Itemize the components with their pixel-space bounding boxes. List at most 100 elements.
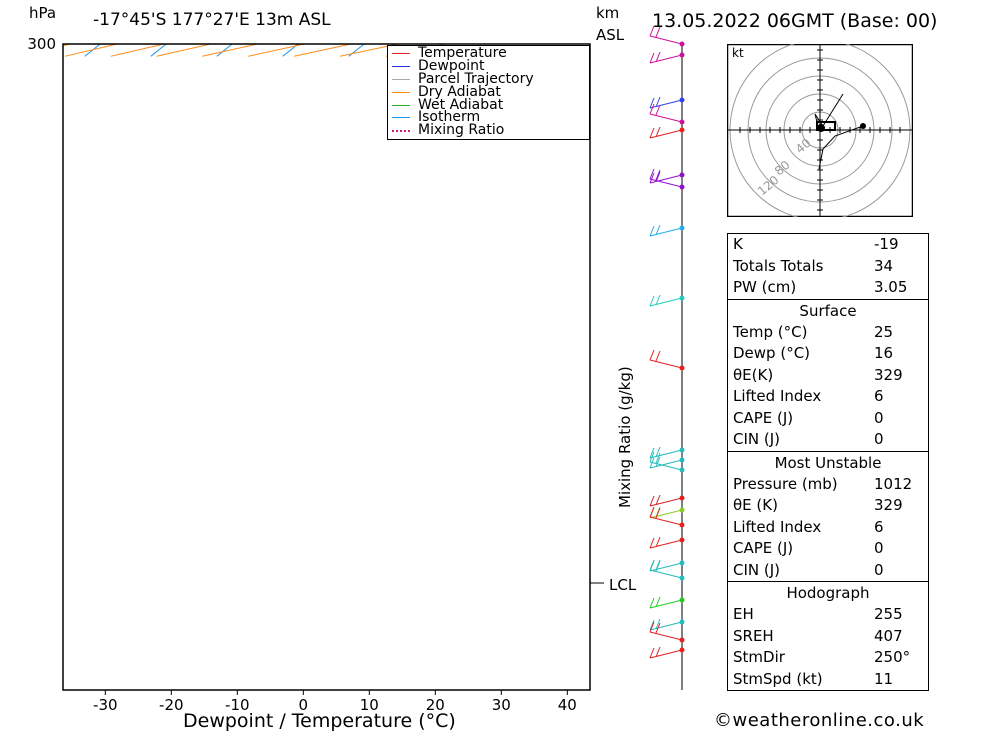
index-row: K -19 xyxy=(728,234,928,256)
index-row: EH 255 xyxy=(728,604,928,626)
wind-barb-flag xyxy=(655,452,661,464)
index-row: PW (cm) 3.05 xyxy=(728,277,928,299)
credit-text: ©weatheronline.co.uk xyxy=(714,710,925,731)
index-key: Lifted Index xyxy=(733,387,822,405)
legend-swatch xyxy=(392,104,410,106)
wind-barb-flag xyxy=(649,559,655,571)
wind-barb-flag xyxy=(655,26,661,38)
wind-barb xyxy=(649,227,683,237)
most-unstable-section-title: Most Unstable xyxy=(774,453,882,472)
x-tick-label: 10 xyxy=(360,696,379,714)
location-title: -17°45'S 177°27'E 13m ASL xyxy=(93,10,331,30)
legend-item: Temperature xyxy=(388,46,589,60)
index-value: 11 xyxy=(874,669,894,688)
index-row: SREH 407 xyxy=(728,626,928,648)
isotherm-line xyxy=(19,0,325,56)
index-value: 329 xyxy=(874,496,903,514)
index-key: StmSpd (kt) xyxy=(733,669,823,688)
wind-barb-flag xyxy=(655,622,661,634)
index-value: 25 xyxy=(874,322,894,341)
wind-barb-flag xyxy=(655,494,661,506)
wind-barb-flag xyxy=(649,225,655,237)
indices-table: K -19 Totals Totals 34 PW (cm) 3.05 Surface T… xyxy=(727,233,929,691)
hodograph-section-title: Hodograph xyxy=(786,584,870,602)
wet-adiabat-line xyxy=(0,0,555,44)
legend-swatch xyxy=(392,91,410,93)
wind-barb-flag xyxy=(655,596,661,608)
dry-adiabat-line xyxy=(0,0,374,56)
index-row: Pressure (mb) 1012 xyxy=(728,474,928,496)
index-row: CAPE (J) 0 xyxy=(728,538,928,560)
wind-barb-flag xyxy=(655,618,661,630)
plot-frame xyxy=(62,43,591,691)
wind-barb-flag xyxy=(655,169,661,181)
mixing-ratio-axis-label: Mixing Ratio (g/kg) xyxy=(616,366,634,508)
index-row: CAPE (J) 0 xyxy=(728,408,928,430)
pressure-unit-label: hPa xyxy=(29,4,57,22)
wind-barb-flag xyxy=(655,51,661,63)
legend-item: Wet Adiabat xyxy=(388,98,589,112)
wet-adiabat-line xyxy=(38,0,580,44)
wet-adiabat-line xyxy=(0,0,454,44)
wind-barb-flag xyxy=(649,537,655,549)
wind-barb xyxy=(649,178,683,188)
index-row: θE (K) 329 xyxy=(728,495,928,517)
wind-barb xyxy=(649,174,683,184)
hodograph-unit-label: kt xyxy=(732,46,744,60)
wind-barb-flag xyxy=(649,451,655,463)
legend-item: Dry Adiabat xyxy=(388,83,589,100)
legend-swatch xyxy=(392,65,410,67)
wind-barb-flag xyxy=(649,103,655,115)
wet-adiabat-line xyxy=(0,0,405,44)
wind-barb xyxy=(649,461,683,471)
index-value: 329 xyxy=(874,365,903,384)
wind-barb xyxy=(649,599,683,609)
surface-section-title: Surface xyxy=(799,301,857,320)
wind-barb xyxy=(649,539,683,549)
dry-adiabat-line xyxy=(0,0,442,56)
legend-item: Dewpoint xyxy=(388,59,589,73)
index-value: 34 xyxy=(874,256,894,275)
wind-barb xyxy=(649,129,683,139)
x-tick-label: 0 xyxy=(299,696,309,714)
index-value: 407 xyxy=(874,626,903,645)
legend-item: Parcel Trajectory xyxy=(388,70,589,87)
index-value: 6 xyxy=(874,517,884,536)
y-tick-label: 400 xyxy=(27,0,56,2)
wind-barb xyxy=(649,649,683,659)
legend-label: Dry Adiabat xyxy=(418,83,501,100)
index-row: Totals Totals 34 xyxy=(728,256,928,278)
wind-barb-flag xyxy=(655,560,661,572)
index-key: SREH xyxy=(733,626,774,645)
wind-barb xyxy=(649,35,683,45)
wind-barb-flag xyxy=(655,536,661,548)
index-key: Lifted Index xyxy=(733,517,822,536)
index-value: 16 xyxy=(874,344,894,362)
index-key: CAPE (J) xyxy=(733,408,794,427)
wind-barb-flag xyxy=(655,507,661,519)
index-key: PW (cm) xyxy=(733,278,797,296)
wind-barb-flag xyxy=(655,646,661,658)
index-row: Dewp (°C) 16 xyxy=(728,343,928,365)
legend-label: Parcel Trajectory xyxy=(418,70,534,87)
legend-swatch xyxy=(392,130,410,133)
x-tick-label: -30 xyxy=(93,696,118,714)
index-key: CIN (J) xyxy=(733,430,781,448)
wind-barb-flag xyxy=(649,647,655,659)
index-key: Totals Totals xyxy=(733,256,824,275)
storm-motion-box xyxy=(816,121,836,131)
legend-swatch xyxy=(392,117,410,119)
legend-swatch xyxy=(392,53,410,54)
wind-barb xyxy=(649,449,683,459)
km-label: km xyxy=(596,4,620,22)
index-key: K xyxy=(733,235,743,253)
index-value: 0 xyxy=(874,430,884,448)
x-tick-label: 40 xyxy=(558,696,577,714)
wet-adiabat-line xyxy=(0,0,430,44)
index-row: CIN (J) 0 xyxy=(728,429,928,451)
legend-label: Isotherm xyxy=(418,109,481,126)
wind-barb-flag xyxy=(649,97,655,109)
wet-adiabat-line xyxy=(0,0,504,44)
